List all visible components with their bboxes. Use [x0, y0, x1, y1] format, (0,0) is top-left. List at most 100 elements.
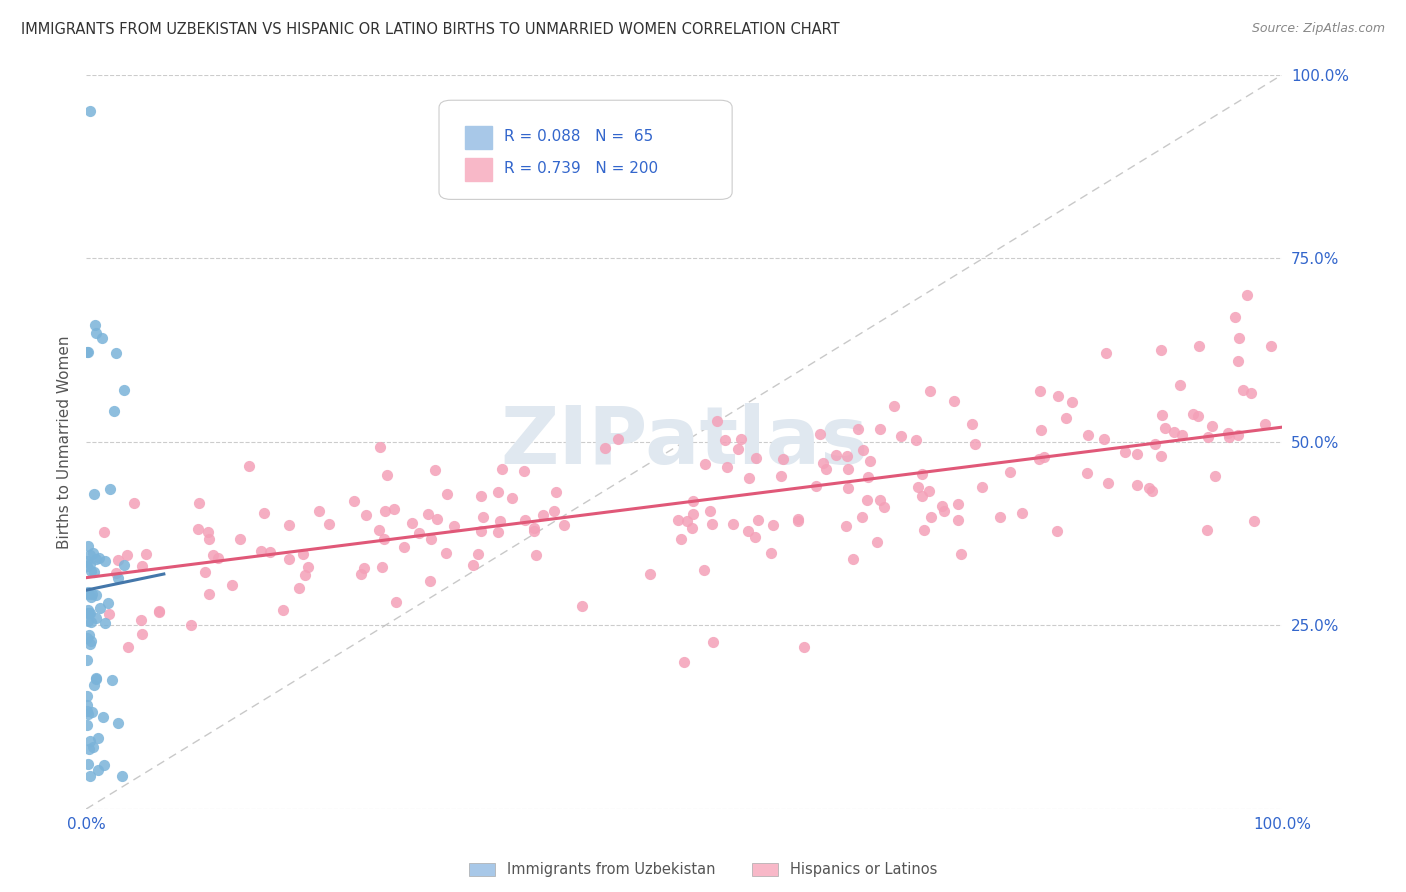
Point — [89, 600, 111, 615]
Point — [523, 521, 546, 535]
Point — [1140, 483, 1163, 498]
FancyBboxPatch shape — [465, 158, 492, 181]
Point — [837, 462, 859, 476]
Point — [83, 566, 105, 580]
Point — [229, 532, 252, 546]
Point — [912, 524, 935, 538]
Point — [356, 508, 378, 522]
Point — [97, 607, 120, 622]
Point — [571, 599, 593, 614]
Point — [76, 698, 98, 713]
Point — [856, 493, 879, 508]
Point — [76, 631, 98, 645]
Point — [253, 507, 276, 521]
Point — [681, 521, 703, 535]
Point — [911, 467, 934, 481]
Point — [1150, 449, 1173, 463]
Point — [848, 422, 870, 436]
Point — [107, 571, 129, 585]
Point — [416, 508, 439, 522]
Point — [1153, 420, 1175, 434]
Point — [942, 393, 965, 408]
Point — [730, 432, 752, 446]
Point — [318, 517, 340, 532]
Point — [105, 346, 128, 360]
Point — [1182, 407, 1205, 421]
Point — [770, 469, 793, 483]
Point — [965, 437, 987, 451]
Point — [905, 434, 928, 448]
Point — [1239, 386, 1261, 401]
Point — [80, 615, 103, 630]
Point — [250, 543, 273, 558]
Point — [107, 553, 129, 567]
Point — [491, 462, 513, 476]
Point — [693, 457, 716, 471]
Point — [1260, 339, 1282, 353]
Point — [308, 504, 330, 518]
Point — [851, 509, 873, 524]
Point — [77, 584, 100, 599]
Point — [856, 470, 879, 484]
Point — [202, 548, 225, 562]
Point — [692, 563, 714, 577]
Point — [673, 655, 696, 669]
Point — [426, 512, 449, 526]
Point — [842, 551, 865, 566]
Point — [198, 587, 221, 601]
Point — [472, 509, 495, 524]
Point — [721, 516, 744, 531]
Point — [77, 614, 100, 628]
Text: IMMIGRANTS FROM UZBEKISTAN VS HISPANIC OR LATINO BIRTHS TO UNMARRIED WOMEN CORRE: IMMIGRANTS FROM UZBEKISTAN VS HISPANIC O… — [21, 22, 839, 37]
Point — [77, 344, 100, 359]
Point — [79, 104, 101, 119]
Text: R = 0.088   N =  65: R = 0.088 N = 65 — [503, 129, 652, 145]
Point — [702, 634, 724, 648]
Point — [368, 440, 391, 454]
Point — [486, 484, 509, 499]
Point — [607, 432, 630, 446]
Y-axis label: Births to Unmarried Women: Births to Unmarried Women — [58, 335, 72, 549]
Point — [1092, 433, 1115, 447]
Point — [375, 467, 398, 482]
Point — [77, 602, 100, 616]
Point — [425, 463, 447, 477]
Point — [297, 560, 319, 574]
Point — [1149, 343, 1171, 358]
Point — [76, 689, 98, 703]
Point — [385, 595, 408, 609]
Legend: Immigrants from Uzbekistan, Hispanics or Latinos: Immigrants from Uzbekistan, Hispanics or… — [461, 855, 945, 885]
Point — [486, 524, 509, 539]
Point — [76, 653, 98, 667]
Point — [934, 504, 956, 518]
Point — [77, 707, 100, 722]
Point — [434, 546, 457, 560]
Point — [488, 514, 510, 528]
Point — [84, 588, 107, 602]
Point — [1095, 345, 1118, 359]
Point — [759, 547, 782, 561]
Point — [1029, 423, 1052, 437]
Point — [806, 479, 828, 493]
Point — [93, 758, 115, 772]
Text: Source: ZipAtlas.com: Source: ZipAtlas.com — [1251, 22, 1385, 36]
Point — [374, 504, 396, 518]
Point — [890, 428, 912, 442]
Point — [1062, 394, 1084, 409]
Point — [699, 504, 721, 518]
Point — [1076, 467, 1098, 481]
Point — [187, 522, 209, 536]
Point — [543, 504, 565, 518]
Point — [129, 614, 152, 628]
Point — [1077, 427, 1099, 442]
FancyBboxPatch shape — [465, 126, 492, 149]
Point — [470, 490, 492, 504]
Point — [1195, 523, 1218, 537]
Point — [1188, 339, 1211, 353]
Point — [79, 548, 101, 562]
Point — [824, 448, 846, 462]
Point — [292, 547, 315, 561]
Point — [1029, 384, 1052, 399]
Point — [207, 550, 229, 565]
Text: ZIPatlas: ZIPatlas — [501, 403, 869, 481]
